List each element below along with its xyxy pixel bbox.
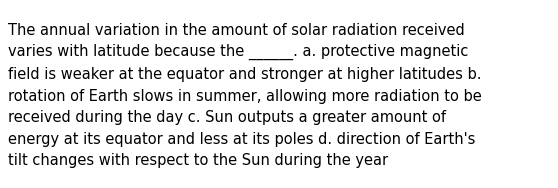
Text: The annual variation in the amount of solar radiation received
varies with latit: The annual variation in the amount of so… [8,23,482,168]
